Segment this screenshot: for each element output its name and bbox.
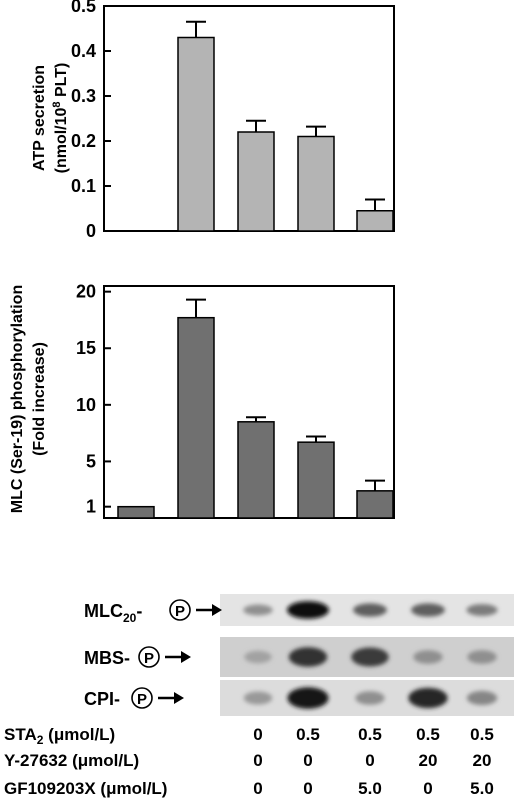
bar: [177, 316, 215, 519]
bar: [297, 135, 335, 232]
atp-secretion-chart: ATP secretion (nmol/108 PLT) 0 0.1 0.2 0.3 0…: [31, 0, 395, 241]
blot-band: [411, 603, 445, 617]
y-tick-label: 0.3: [71, 86, 96, 106]
phospho-letter: P: [144, 650, 154, 667]
condition-value: 0.5: [296, 725, 320, 744]
phospho-circle: [138, 646, 160, 668]
condition-value: 0.5: [416, 725, 440, 744]
atp-y-axis-label: ATP secretion: [31, 65, 48, 171]
blot-band: [288, 647, 328, 667]
treatment-conditions: STA2 (μmol/L) 0 0.5 0.5 0.5 0.5 Y-27632 (μmol/…: [4, 725, 494, 798]
blot-arrow-head: [174, 692, 184, 704]
condition-label: Y-27632 (μmol/L): [4, 751, 139, 770]
y-tick-label: 0.5: [71, 0, 96, 16]
blot-label: MBS-: [84, 648, 130, 668]
mlc-y-axis-label: MLC (Ser-19) phosphorylation: [9, 285, 26, 513]
y-tick-label: 10: [76, 395, 96, 415]
blot-band: [351, 647, 389, 667]
condition-row: STA2 (μmol/L) 0 0.5 0.5 0.5 0.5: [4, 725, 494, 747]
atp-y-axis-label-units: (nmol/108 PLT): [51, 63, 70, 174]
bar: [117, 505, 155, 519]
bar: [356, 490, 394, 519]
bar: [237, 421, 275, 519]
condition-value: 5.0: [470, 779, 494, 798]
blot-band: [243, 604, 273, 616]
condition-value: 0: [365, 751, 374, 770]
blot-band: [243, 691, 273, 705]
y-tick-label: 0.2: [71, 131, 96, 151]
blot-band: [244, 650, 272, 664]
blot-band: [287, 601, 329, 619]
condition-value: 0: [253, 725, 262, 744]
y-tick-label: 15: [76, 338, 96, 358]
mlc-phosphorylation-chart: MLC (Ser-19) phosphorylation (Fold incre…: [9, 282, 395, 519]
blot-band: [413, 650, 443, 664]
condition-value: 20: [419, 751, 438, 770]
bar: [177, 36, 215, 232]
condition-value: 0: [253, 779, 262, 798]
western-blots: MLC20- P MBS- P CPI- P: [84, 594, 514, 716]
condition-value: 5.0: [358, 779, 382, 798]
phospho-circle: [169, 599, 191, 621]
blot-band: [355, 691, 385, 705]
condition-value: 0: [423, 779, 432, 798]
condition-label: STA2 (μmol/L): [4, 725, 115, 747]
blot-band: [353, 603, 387, 617]
condition-label: GF109203X (μmol/L): [4, 779, 167, 798]
bar: [237, 131, 275, 232]
blot-band: [466, 604, 498, 616]
condition-value: 0.5: [358, 725, 382, 744]
condition-row: GF109203X (μmol/L) 0 0 5.0 0 5.0: [4, 779, 494, 798]
phospho-letter: P: [137, 691, 147, 708]
y-tick-label: 5: [86, 451, 96, 471]
blot-band: [466, 690, 498, 706]
blot-band: [287, 687, 329, 709]
y-tick-label: 0: [86, 221, 96, 241]
condition-row: Y-27632 (μmol/L) 0 0 0 20 20: [4, 751, 491, 770]
y-tick-label: 0.1: [71, 176, 96, 196]
condition-value: 0: [303, 751, 312, 770]
blot-label: CPI-: [84, 689, 120, 709]
blot-arrow-head: [181, 651, 191, 663]
condition-value: 0: [303, 779, 312, 798]
blot-band: [408, 687, 448, 709]
blot-band: [467, 650, 497, 664]
blot-label: MLC20-: [84, 601, 142, 625]
bar: [297, 441, 335, 519]
condition-value: 0: [253, 751, 262, 770]
blot-arrow-head: [212, 604, 222, 616]
condition-value: 20: [473, 751, 492, 770]
y-tick-label: 0.4: [71, 41, 96, 61]
phospho-letter: P: [175, 603, 185, 620]
condition-value: 0.5: [470, 725, 494, 744]
y-tick-label: 1: [86, 497, 96, 517]
phospho-circle: [131, 687, 153, 709]
y-tick-label: 20: [76, 282, 96, 302]
mlc-y-axis-label-units: (Fold increase): [31, 342, 48, 456]
blot-row: CPI- P: [84, 680, 514, 716]
blot-row: MLC20- P: [84, 594, 514, 626]
bar: [356, 210, 394, 232]
blot-row: MBS- P: [84, 637, 514, 677]
